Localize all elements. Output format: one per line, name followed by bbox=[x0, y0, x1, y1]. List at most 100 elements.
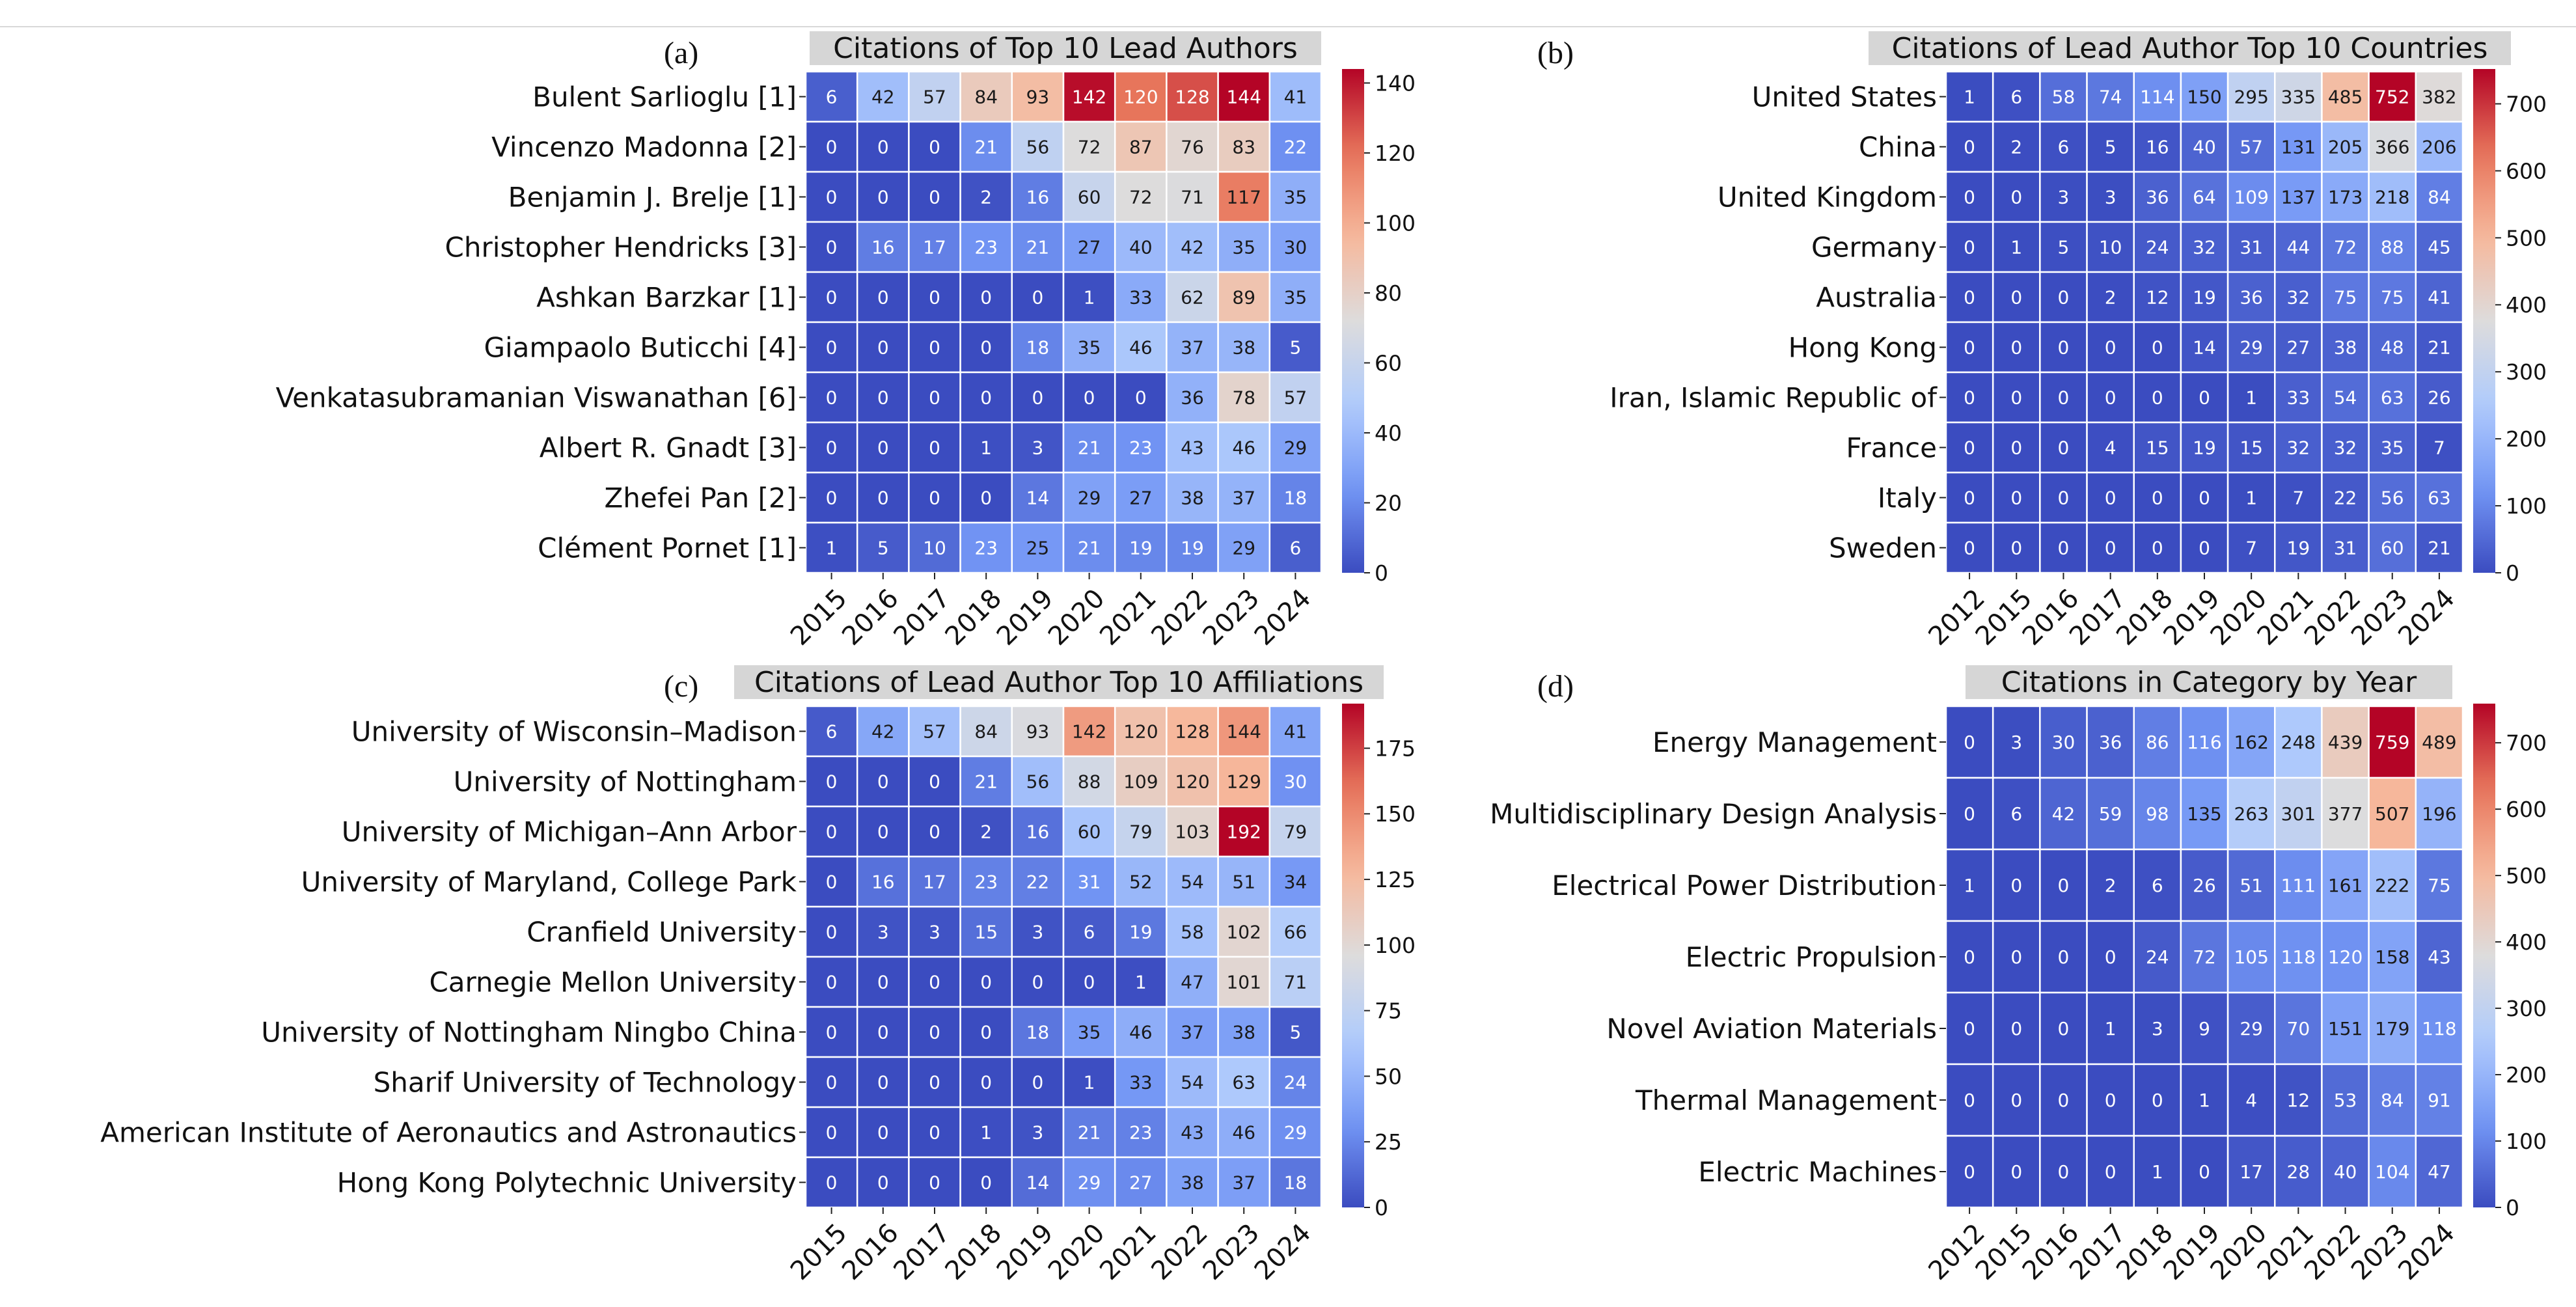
cell-value-label: 111 bbox=[2281, 875, 2316, 896]
heatmap-cell bbox=[2133, 848, 2182, 922]
heatmap-cell bbox=[959, 521, 1013, 574]
cell-value-label: 0 bbox=[877, 972, 889, 993]
heatmap-cell bbox=[1166, 1106, 1219, 1159]
heatmap-cell bbox=[2415, 991, 2464, 1066]
colorbar-tick-label: 700 bbox=[2506, 730, 2547, 756]
cell-value-label: 3 bbox=[2058, 187, 2070, 208]
cell-value-label: 0 bbox=[1964, 732, 1975, 753]
cell-value-label: 0 bbox=[2105, 538, 2117, 559]
cell-value-label: 1 bbox=[826, 538, 838, 559]
cell-value-label: 19 bbox=[1181, 538, 1204, 559]
heatmap-cell bbox=[1166, 805, 1219, 858]
row-label: Germany bbox=[1811, 232, 1937, 264]
cell-value-label: 0 bbox=[929, 337, 940, 359]
row-label: Electrical Power Distribution bbox=[1552, 870, 1937, 901]
cell-value-label: 98 bbox=[2146, 803, 2169, 825]
cell-value-label: 0 bbox=[929, 1022, 940, 1043]
cell-value-label: 118 bbox=[2422, 1018, 2456, 1039]
heatmap-cell bbox=[2227, 70, 2276, 123]
cell-value-label: 0 bbox=[1964, 437, 1975, 459]
cell-value-label: 0 bbox=[1964, 488, 1975, 509]
cell-value-label: 33 bbox=[1129, 287, 1153, 309]
cell-value-label: 2 bbox=[2105, 287, 2117, 309]
cell-value-label: 16 bbox=[871, 237, 895, 258]
heatmap-cell bbox=[1011, 471, 1065, 524]
row-label: Novel Aviation Materials bbox=[1606, 1013, 1937, 1045]
heatmap-cell bbox=[1217, 371, 1271, 424]
cell-value-label: 59 bbox=[2099, 803, 2122, 825]
heatmap-cell bbox=[2227, 221, 2276, 273]
row-label: Hong Kong bbox=[1788, 332, 1937, 364]
cell-value-label: 72 bbox=[1078, 137, 1101, 158]
heatmap-cell bbox=[1166, 956, 1219, 1008]
heatmap-cell bbox=[1268, 1106, 1322, 1159]
cell-value-label: 12 bbox=[2287, 1090, 2310, 1111]
column-label: 2023 bbox=[1198, 583, 1266, 652]
heatmap-cell bbox=[2321, 221, 2370, 273]
cell-value-label: 15 bbox=[2146, 437, 2169, 459]
heatmap-cell bbox=[2321, 271, 2370, 323]
cell-value-label: 57 bbox=[2240, 137, 2263, 158]
heatmap-cell bbox=[2133, 70, 2182, 123]
cell-value-label: 1 bbox=[2010, 237, 2022, 258]
colorbar-tick-label: 0 bbox=[1375, 1195, 1388, 1220]
heatmap-cell bbox=[1992, 705, 2041, 779]
cell-value-label: 1 bbox=[1084, 1072, 1095, 1094]
column-label: 2024 bbox=[2392, 583, 2461, 652]
cell-value-label: 16 bbox=[2146, 137, 2169, 158]
heatmap-cell bbox=[2039, 521, 2088, 574]
cell-value-label: 0 bbox=[1964, 1161, 1975, 1183]
cell-value-label: 42 bbox=[1181, 237, 1204, 258]
cell-value-label: 31 bbox=[2240, 237, 2263, 258]
cell-value-label: 32 bbox=[2193, 237, 2216, 258]
cell-value-label: 0 bbox=[929, 972, 940, 993]
cell-value-label: 18 bbox=[1026, 337, 1050, 359]
cell-value-label: 42 bbox=[2052, 803, 2076, 825]
cell-value-label: 19 bbox=[2193, 287, 2216, 309]
heatmap-cell bbox=[1062, 705, 1116, 758]
cell-value-label: 1 bbox=[1964, 87, 1975, 108]
heatmap-cell bbox=[1114, 321, 1168, 374]
heatmap-cell bbox=[1268, 471, 1322, 524]
heatmap-cell bbox=[2368, 1063, 2417, 1137]
cell-value-label: 88 bbox=[2381, 237, 2404, 258]
heatmap-cell bbox=[2086, 920, 2135, 994]
cell-value-label: 43 bbox=[2428, 946, 2451, 968]
cell-value-label: 36 bbox=[1181, 387, 1204, 409]
cell-value-label: 5 bbox=[1289, 1022, 1301, 1043]
cell-value-label: 0 bbox=[2058, 488, 2070, 509]
column-label: 2024 bbox=[1249, 1218, 1317, 1286]
cell-value-label: 205 bbox=[2328, 137, 2363, 158]
cell-value-label: 91 bbox=[2428, 1090, 2451, 1111]
cell-value-label: 0 bbox=[2010, 875, 2022, 896]
cell-value-label: 0 bbox=[2058, 946, 2070, 968]
heatmap-cell bbox=[1992, 171, 2041, 223]
cell-value-label: 25 bbox=[1026, 538, 1050, 559]
column-label: 2019 bbox=[991, 1218, 1060, 1286]
cell-value-label: 0 bbox=[2010, 337, 2022, 359]
cell-value-label: 0 bbox=[2152, 337, 2163, 359]
cell-value-label: 37 bbox=[1232, 488, 1255, 509]
heatmap-cell bbox=[1217, 321, 1271, 374]
title-background bbox=[1869, 31, 2511, 65]
colorbar-tick-label: 60 bbox=[1375, 350, 1402, 376]
colorbar bbox=[2473, 69, 2495, 573]
cell-value-label: 47 bbox=[2428, 1161, 2451, 1183]
row-label: China bbox=[1859, 131, 1937, 163]
heatmap-cell bbox=[1011, 855, 1065, 908]
cell-value-label: 0 bbox=[2058, 437, 2070, 459]
cell-value-label: 9 bbox=[2199, 1018, 2210, 1039]
cell-value-label: 0 bbox=[877, 437, 889, 459]
cell-value-label: 88 bbox=[1078, 771, 1101, 793]
cell-value-label: 2 bbox=[2105, 875, 2117, 896]
chart-title: Citations of Lead Author Top 10 Affiliat… bbox=[754, 666, 1363, 699]
column-label: 2016 bbox=[836, 1218, 905, 1286]
cell-value-label: 38 bbox=[1181, 488, 1204, 509]
heatmap-cell bbox=[2039, 371, 2088, 424]
heatmap-cell bbox=[1011, 705, 1065, 758]
colorbar-tick-label: 700 bbox=[2506, 91, 2547, 117]
cell-value-label: 102 bbox=[1226, 922, 1261, 943]
cell-value-label: 0 bbox=[826, 872, 838, 893]
heatmap-cell bbox=[1011, 221, 1065, 273]
